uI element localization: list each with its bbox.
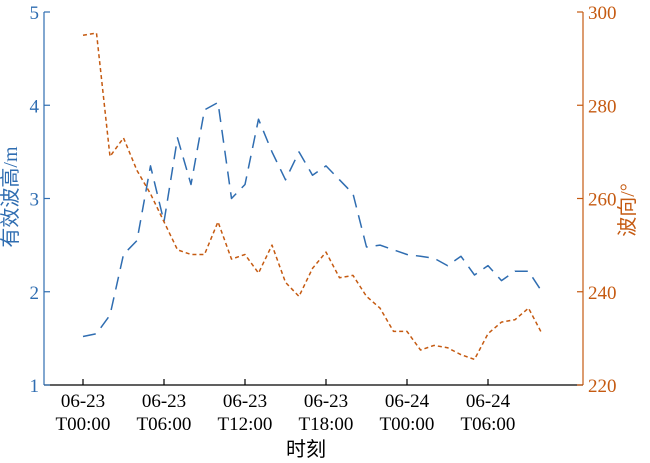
series-layer	[82, 32, 543, 361]
x-tick-label-time: T18:00	[299, 414, 354, 435]
x-tick-label-date: 06-24	[385, 391, 430, 412]
right-tick-label: 220	[588, 376, 617, 397]
x-tick-label-time: T12:00	[218, 414, 273, 435]
labels-layer: 时刻 有效波高/m 波向/°	[0, 146, 639, 461]
right-tick-label: 300	[588, 3, 617, 24]
x-tick-label-date: 06-23	[304, 391, 348, 412]
axes-layer: 1234522024026028030006-23T00:0006-23T06:…	[30, 3, 617, 435]
x-tick-label-date: 06-23	[61, 391, 105, 412]
left-axis-label: 有效波高/m	[0, 146, 22, 248]
left-tick-label: 2	[30, 283, 40, 304]
left-tick-label: 3	[30, 190, 40, 211]
right-tick-label: 240	[588, 283, 617, 304]
right-axis-label: 波向/°	[616, 183, 639, 237]
x-tick-label-date: 06-23	[142, 391, 186, 412]
x-tick-label-time: T06:00	[137, 414, 192, 435]
left-tick-label: 1	[30, 376, 40, 397]
left-tick-label: 5	[30, 3, 40, 24]
x-tick-label-date: 06-24	[466, 391, 511, 412]
right-tick-label: 260	[588, 190, 617, 211]
x-axis-label: 时刻	[286, 438, 326, 461]
right-tick-label: 280	[588, 96, 617, 117]
wave-height-series-line	[82, 101, 543, 338]
wave-direction-series-line	[82, 32, 543, 361]
x-tick-label-time: T00:00	[380, 414, 435, 435]
x-tick-label-time: T06:00	[461, 414, 516, 435]
x-tick-label-time: T00:00	[56, 414, 111, 435]
left-tick-label: 4	[30, 96, 40, 117]
x-tick-label-date: 06-23	[223, 391, 267, 412]
